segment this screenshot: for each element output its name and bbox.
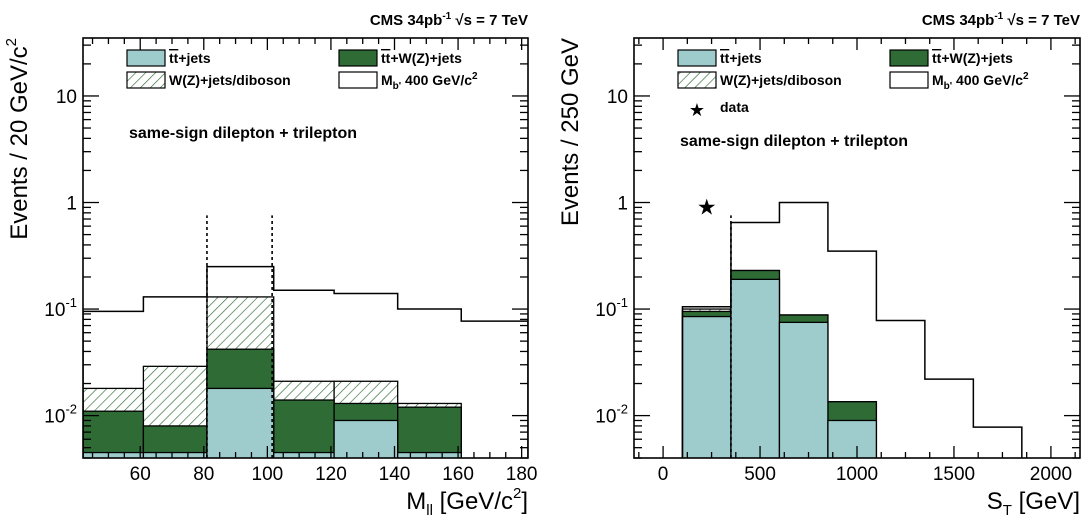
x-tick-label: 140 [379, 464, 411, 485]
y-axis-label: Events / 250 GeV [557, 38, 584, 226]
experiment-header: CMS 34pb-1 √s = 7 TeV [370, 11, 528, 29]
legend-signal-mbp400-label: Mb' 400 GeV/c2 [932, 71, 1029, 92]
data-point: ★ [697, 194, 717, 219]
legend-ttbar-jets-swatch [677, 49, 717, 67]
legend-ttbar-wz-jets-label: tt+W(Z)+jets [932, 50, 1013, 66]
y-tick-label: 10-2 [44, 402, 77, 428]
x-tick-label: 160 [442, 464, 474, 485]
x-tick-label: 1000 [836, 464, 878, 485]
signal-mbp400-line [83, 265, 528, 458]
plot-area [83, 215, 528, 458]
y-tick-label: 10 [56, 87, 77, 108]
panel-1: 60 80 100 120 140 160 180 10-2 10-1 1 10 CMS 34pb-1… [3, 11, 537, 519]
ttbar-wz-jets-bar [397, 406, 462, 458]
x-tick-label: 2000 [1030, 464, 1072, 485]
legend-signal-mbp400-label: Mb' 400 GeV/c2 [381, 71, 478, 92]
ttbar-jets-bar [730, 278, 781, 458]
ttbar-wz-jets-bar [83, 410, 145, 458]
experiment-header: CMS 34pb-1 √s = 7 TeV [922, 11, 1080, 29]
legend-ttbar-jets-label: tt+jets [169, 50, 211, 66]
x-axis-label: Mll [GeV/c2] [406, 485, 528, 519]
y-tick-label: 1 [617, 194, 628, 215]
legend-wz-diboson-label: W(Z)+jets/diboson [720, 72, 842, 88]
legend-wz-diboson-swatch [126, 71, 166, 89]
y-tick-label: 10-1 [44, 295, 77, 321]
x-tick-label: 120 [315, 464, 347, 485]
legend: tt+jets tt+W(Z)+jets W(Z)+jets/diboson Mb' … [677, 49, 1029, 120]
x-tick-label: 0 [658, 464, 669, 485]
ttbar-jets-bar [397, 451, 462, 458]
plot-area [681, 201, 1023, 458]
y-axis-label: Events / 20 GeV/c2 [3, 38, 33, 240]
legend-wz-diboson-swatch [677, 71, 717, 89]
legend-ttbar-wz-jets-swatch [338, 49, 378, 67]
legend-signal-mbp400-swatch [889, 71, 929, 89]
x-tick-label: 500 [744, 464, 776, 485]
ttbar-jets-bar [206, 387, 275, 458]
ttbar-jets-bar [333, 419, 399, 458]
legend-data-label: data [720, 99, 749, 115]
plot-frame [82, 37, 529, 459]
legend-signal-mbp400-swatch [338, 71, 378, 89]
legend: tt+jets tt+W(Z)+jets W(Z)+jets/diboson Mb' … [126, 49, 478, 92]
selection-annotation: same-sign dilepton + trilepton [680, 133, 908, 150]
y-tick-label: 10-2 [595, 402, 628, 428]
x-tick-label: 100 [252, 464, 284, 485]
ttbar-jets-bar [827, 419, 878, 458]
legend-data-marker: ★ [689, 100, 705, 120]
ttbar-jets-bar [681, 315, 732, 458]
legend-ttbar-jets-label: tt+jets [720, 50, 762, 66]
legend-ttbar-wz-jets-swatch [889, 49, 929, 67]
ttbar-jets-bar [778, 321, 829, 458]
x-tick-label: 180 [506, 464, 538, 485]
x-tick-label: 80 [193, 464, 214, 485]
panel-2: ★ 0 500 1000 1500 2000 10-2 10-1 1 10 CMS 34pb-1 √… [557, 11, 1081, 519]
x-axis-label: ST [GeV] [987, 488, 1080, 519]
y-tick-label: 10 [607, 87, 628, 108]
y-tick-label: 1 [66, 194, 77, 215]
ttbar-wz-jets-bar [273, 399, 335, 458]
ttbar-jets-bar [142, 451, 208, 458]
x-tick-label: 1500 [933, 464, 975, 485]
x-tick-label: 60 [130, 464, 151, 485]
y-tick-label: 10-1 [595, 295, 628, 321]
legend-wz-diboson-label: W(Z)+jets/diboson [169, 72, 291, 88]
legend-ttbar-jets-swatch [126, 49, 166, 67]
legend-ttbar-wz-jets-label: tt+W(Z)+jets [381, 50, 462, 66]
selection-annotation: same-sign dilepton + trilepton [129, 125, 357, 142]
